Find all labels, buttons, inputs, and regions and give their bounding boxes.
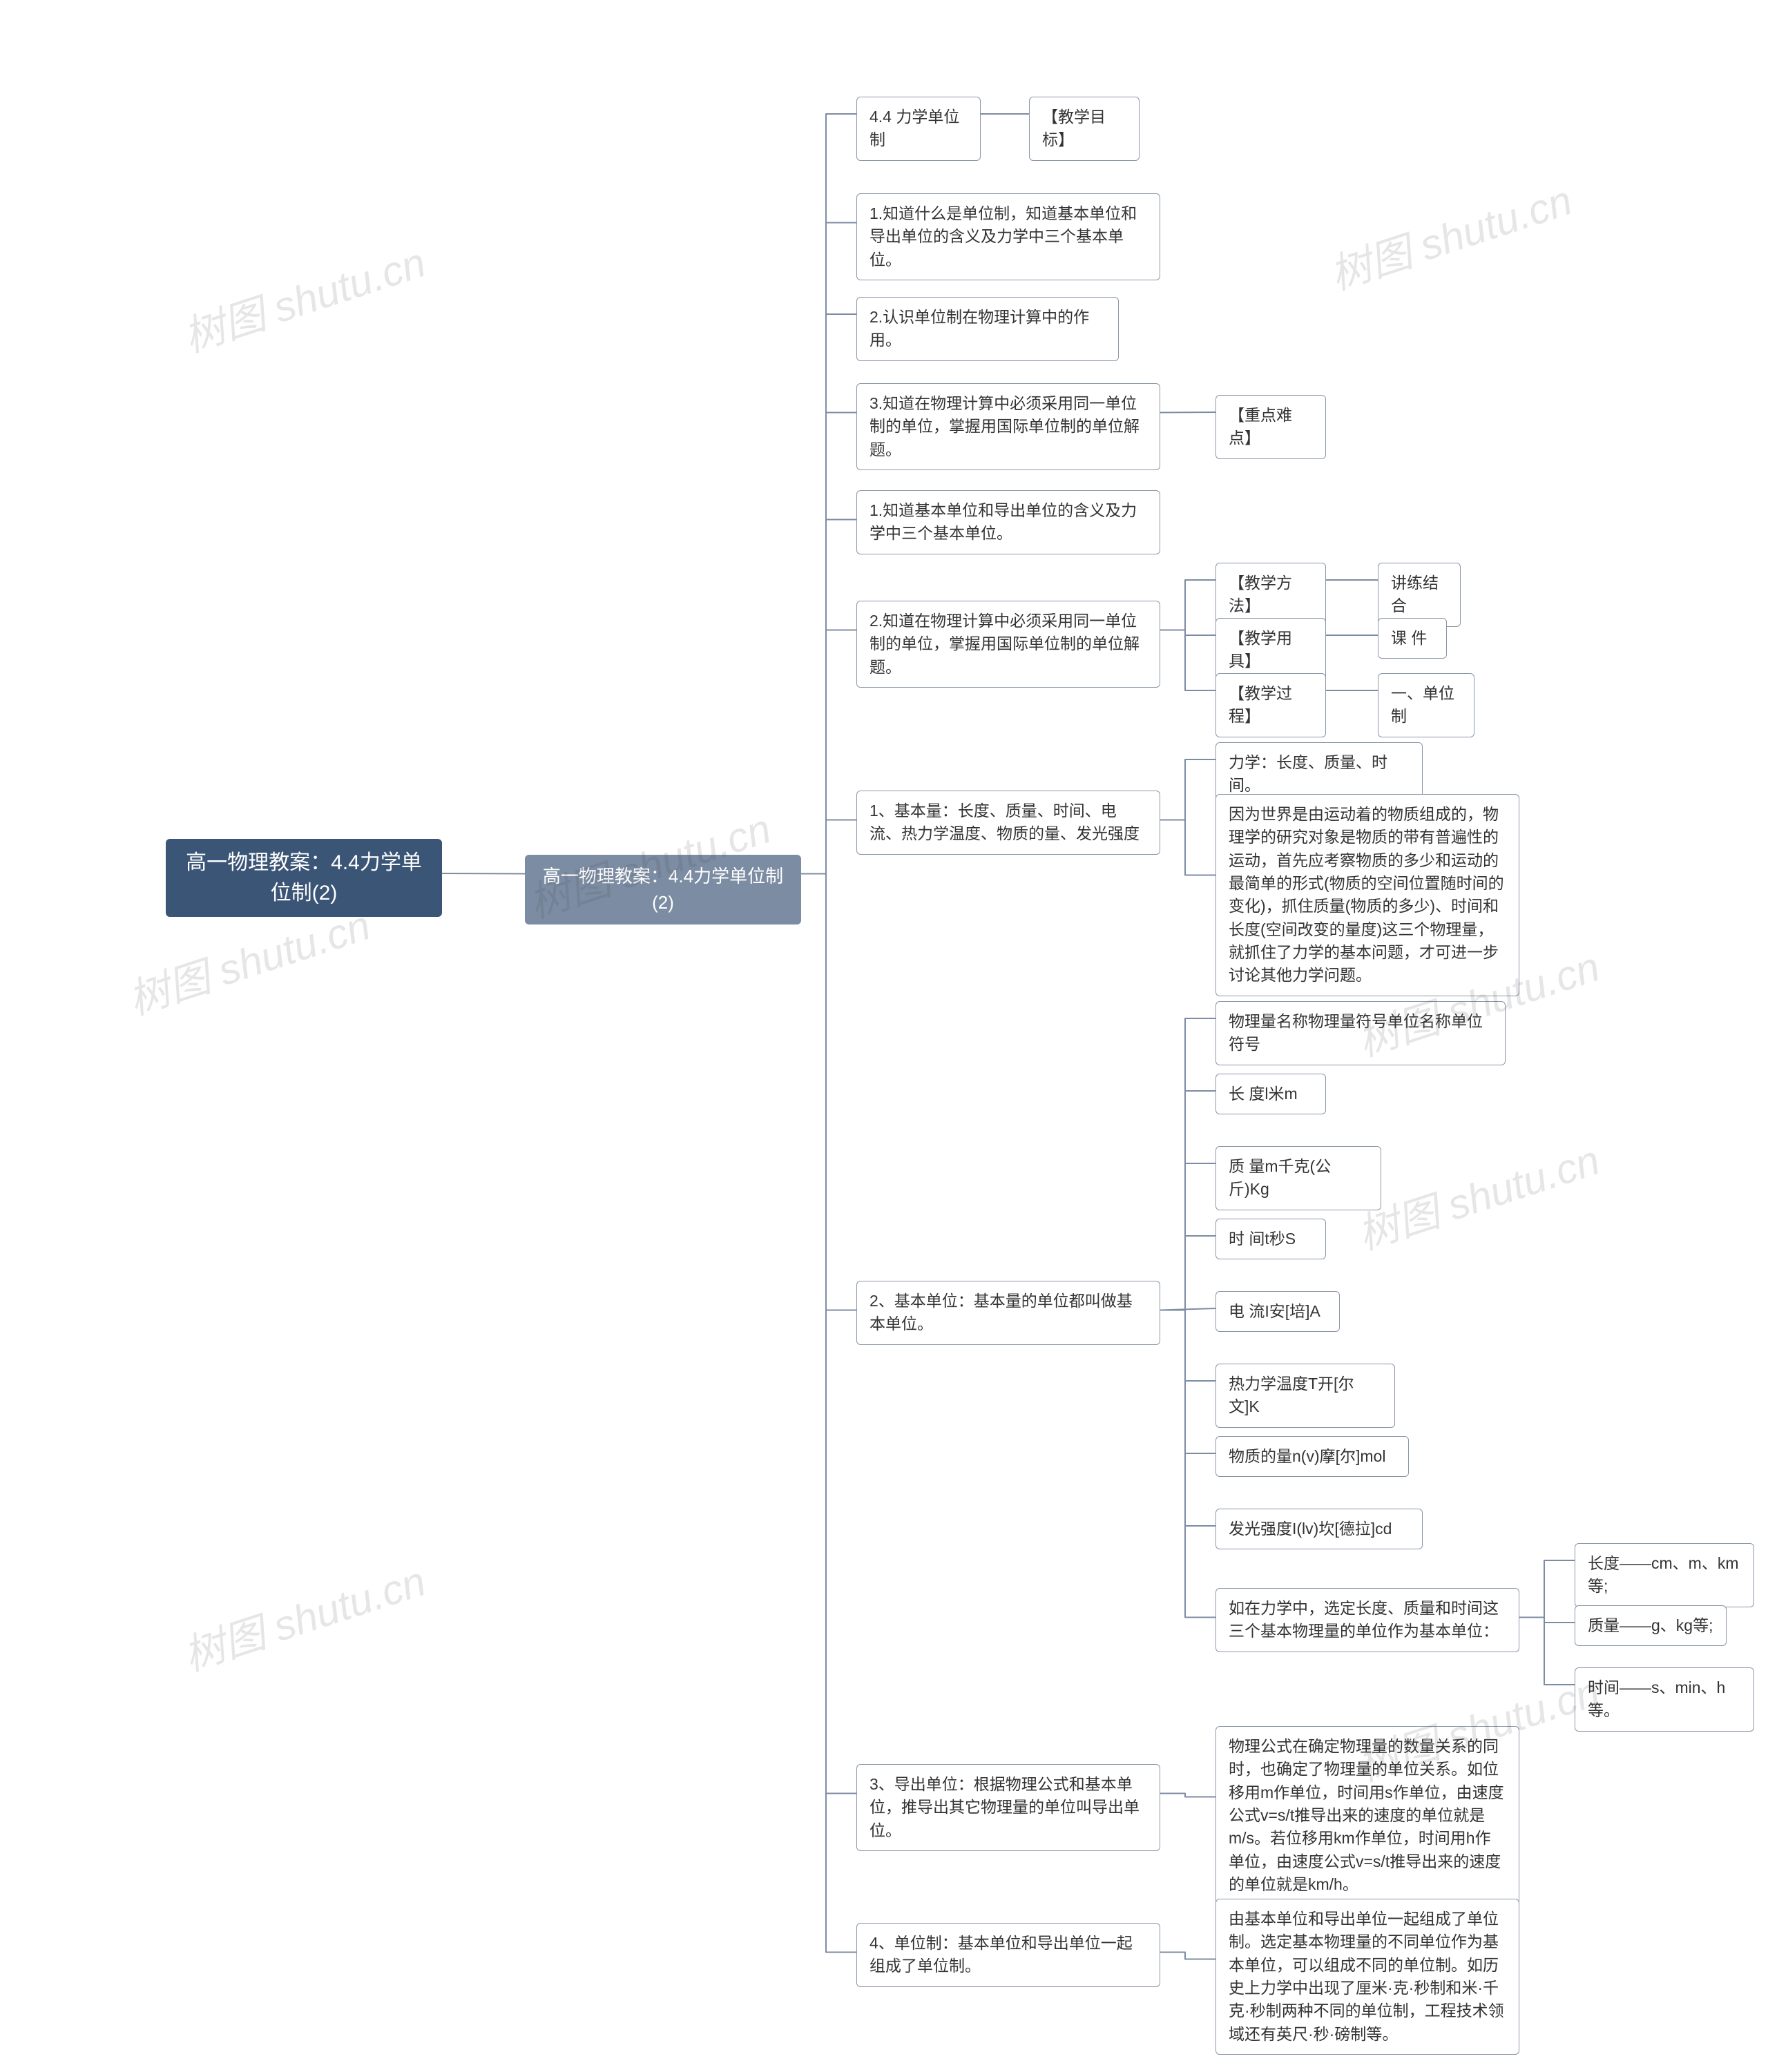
mindmap-node: 【教学用具】 — [1216, 618, 1326, 682]
mindmap-node: 3、导出单位：根据物理公式和基本单位，推导出其它物理量的单位叫导出单位。 — [856, 1764, 1160, 1851]
mindmap-node: 因为世界是由运动着的物质组成的，物理学的研究对象是物质的带有普遍性的运动，首先应… — [1216, 794, 1519, 996]
mindmap-node: 物理量名称物理量符号单位名称单位符号 — [1216, 1001, 1506, 1065]
mindmap-node: 物理公式在确定物理量的数量关系的同时，也确定了物理量的单位关系。如位移用m作单位… — [1216, 1726, 1519, 1905]
watermark: 树图 shutu.cn — [1349, 1127, 1606, 1261]
mindmap-node: 1、基本量：长度、质量、时间、电流、热力学温度、物质的量、发光强度 — [856, 791, 1160, 855]
mindmap-node: 3.知道在物理计算中必须采用同一单位制的单位，掌握用国际单位制的单位解题。 — [856, 383, 1160, 470]
mindmap-node: 长度——cm、m、km等; — [1575, 1543, 1754, 1607]
mindmap-node: 课 件 — [1378, 618, 1447, 659]
mindmap-node: 质 量m千克(公斤)Kg — [1216, 1146, 1381, 1210]
mindmap-node: 【教学过程】 — [1216, 673, 1326, 737]
mindmap-node: 高一物理教案：4.4力学单位制(2) — [525, 855, 801, 924]
watermark: 树图 shutu.cn — [1321, 167, 1579, 302]
mindmap-node: 时间——s、min、h等。 — [1575, 1667, 1754, 1732]
mindmap-node: 2、基本单位：基本量的单位都叫做基本单位。 — [856, 1281, 1160, 1345]
mindmap-node: 发光强度I(lv)坎[德拉]cd — [1216, 1509, 1423, 1549]
mindmap-node: 4.4 力学单位制 — [856, 97, 981, 161]
mindmap-node: 长 度l米m — [1216, 1074, 1326, 1114]
mindmap-node: 讲练结合 — [1378, 563, 1461, 627]
mindmap-node: 4、单位制：基本单位和导出单位一起组成了单位制。 — [856, 1923, 1160, 1987]
mindmap-node: 高一物理教案：4.4力学单位制(2) — [166, 839, 442, 917]
mindmap-node: 2.认识单位制在物理计算中的作用。 — [856, 297, 1119, 361]
watermark: 树图 shutu.cn — [175, 1548, 432, 1683]
mindmap-node: 【教学方法】 — [1216, 563, 1326, 627]
mindmap-node: 如在力学中，选定长度、质量和时间这三个基本物理量的单位作为基本单位： — [1216, 1588, 1519, 1652]
watermark: 树图 shutu.cn — [175, 229, 432, 364]
mindmap-node: 一、单位制 — [1378, 673, 1474, 737]
mindmap-node: 2.知道在物理计算中必须采用同一单位制的单位，掌握用国际单位制的单位解题。 — [856, 601, 1160, 688]
mindmap-node: 1.知道什么是单位制，知道基本单位和导出单位的含义及力学中三个基本单位。 — [856, 193, 1160, 280]
mindmap-node: 电 流I安[培]A — [1216, 1291, 1340, 1332]
mindmap-node: 物质的量n(v)摩[尔]mol — [1216, 1436, 1409, 1477]
mindmap-node: 【教学目标】 — [1029, 97, 1140, 161]
mindmap-node: 热力学温度T开[尔文]K — [1216, 1364, 1395, 1428]
mindmap-node: 质量——g、kg等; — [1575, 1605, 1727, 1646]
mindmap-node: 1.知道基本单位和导出单位的含义及力学中三个基本单位。 — [856, 490, 1160, 554]
mindmap-node: 【重点难点】 — [1216, 395, 1326, 459]
mindmap-node: 由基本单位和导出单位一起组成了单位制。选定基本物理量的不同单位作为基本单位，可以… — [1216, 1899, 1519, 2055]
mindmap-node: 时 间t秒S — [1216, 1219, 1326, 1259]
